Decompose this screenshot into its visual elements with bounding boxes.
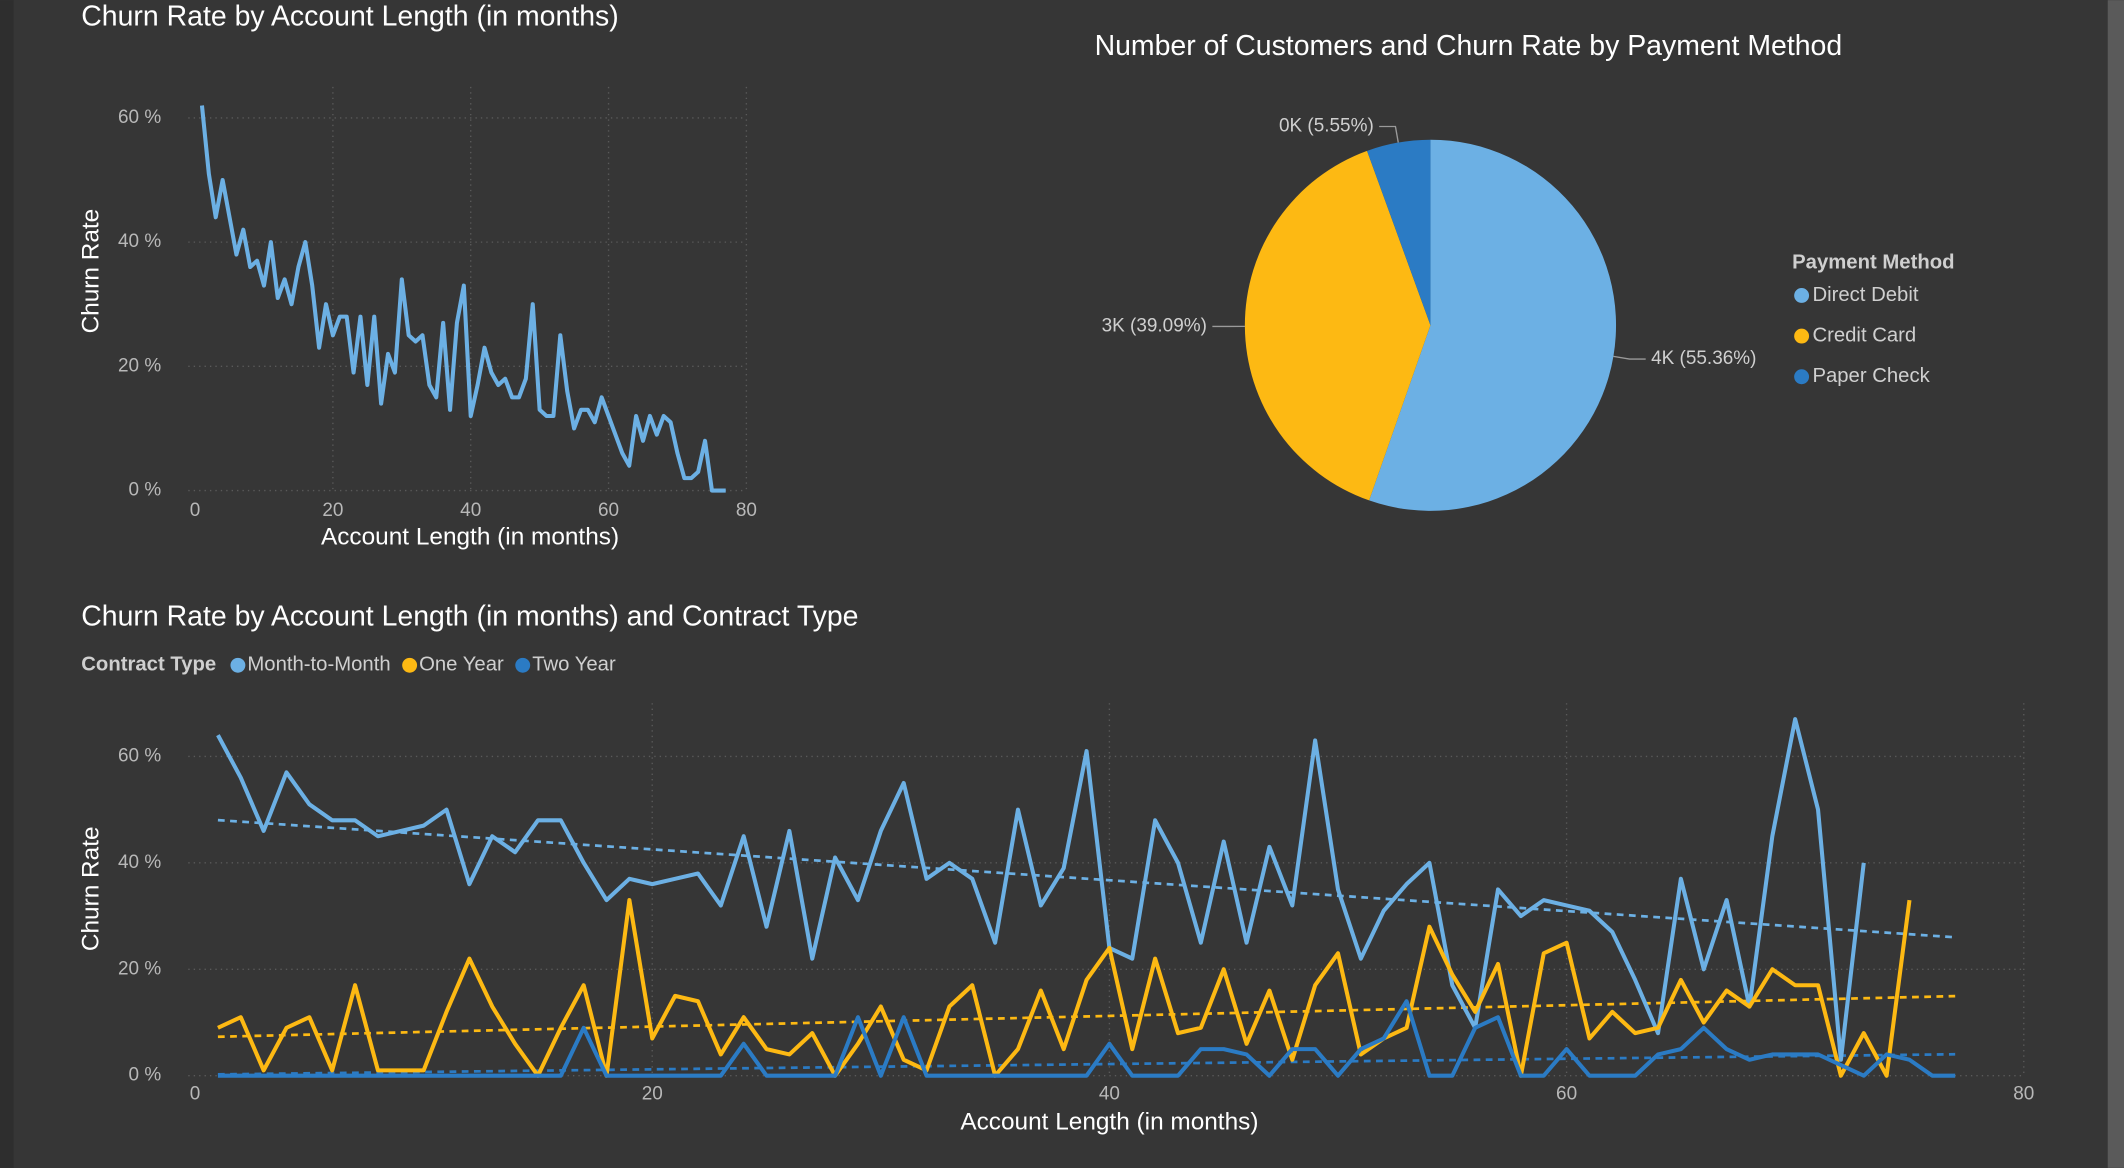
legend-marker [1794,369,1810,385]
x-tick-label: 20 [322,500,343,521]
x-tick-label: 0 [190,1084,201,1105]
pie-slice [1367,139,1431,326]
line-series [199,105,726,493]
x-tick-label: 80 [2013,1084,2034,1105]
legend-label: Two Year [532,654,616,676]
y-tick-label: 60 % [118,745,161,766]
left-edge [0,0,14,1168]
trend-line [217,818,1956,939]
chart-title: Churn Rate by Account Length (in months) [81,0,618,32]
y-axis-label: Churn Rate [78,826,105,951]
x-tick-label: 20 [642,1084,663,1105]
legend-label: One Year [419,654,504,676]
y-tick-label: 0 % [129,1065,162,1086]
line-series [217,999,1956,1078]
legend-label: Direct Debit [1812,284,1918,306]
y-tick-label: 20 % [118,355,161,376]
legend-marker [230,657,246,673]
y-tick-label: 60 % [118,107,161,128]
y-tick-label: 20 % [118,958,161,979]
y-tick-label: 40 % [118,852,161,873]
legend-label: Month-to-Month [247,654,390,676]
pie-slice [1244,150,1431,501]
legend-label: Paper Check [1812,365,1930,387]
legend-title: Payment Method [1792,251,1954,273]
legend-label: Credit Card [1812,324,1916,346]
x-tick-label: 40 [1099,1084,1120,1105]
y-axis-label: Churn Rate [78,209,105,334]
pie-slice [1369,139,1617,511]
x-tick-label: 60 [598,500,619,521]
chart-title: Churn Rate by Account Length (in months)… [81,600,858,632]
data-label: 4K (55.36%) [1651,348,1756,369]
legend-marker [402,657,418,673]
leader-line [1613,355,1646,360]
data-label: 3K (39.09%) [1102,315,1207,336]
y-tick-label: 40 % [118,231,161,252]
line-series [216,717,1866,1062]
x-tick-label: 40 [460,500,481,521]
x-tick-label: 80 [736,500,757,521]
trend-line [217,1052,1956,1076]
x-axis-label: Account Length (in months) [321,523,619,550]
trend-line [217,994,1956,1039]
legend-marker [1794,328,1810,344]
legend-title: Contract Type [81,654,216,676]
x-tick-label: 60 [1556,1084,1577,1105]
legend-marker [1794,288,1810,303]
legend-marker [515,657,531,673]
y-tick-label: 0 % [129,480,162,501]
x-axis-label: Account Length (in months) [960,1109,1258,1136]
chart-title: Number of Customers and Churn Rate by Pa… [1095,30,1843,62]
line-series [217,898,1912,1078]
data-label: 0K (5.55%) [1279,116,1374,137]
x-tick-label: 0 [190,500,201,521]
leader-line [1379,125,1399,143]
right-edge [2107,0,2124,1168]
